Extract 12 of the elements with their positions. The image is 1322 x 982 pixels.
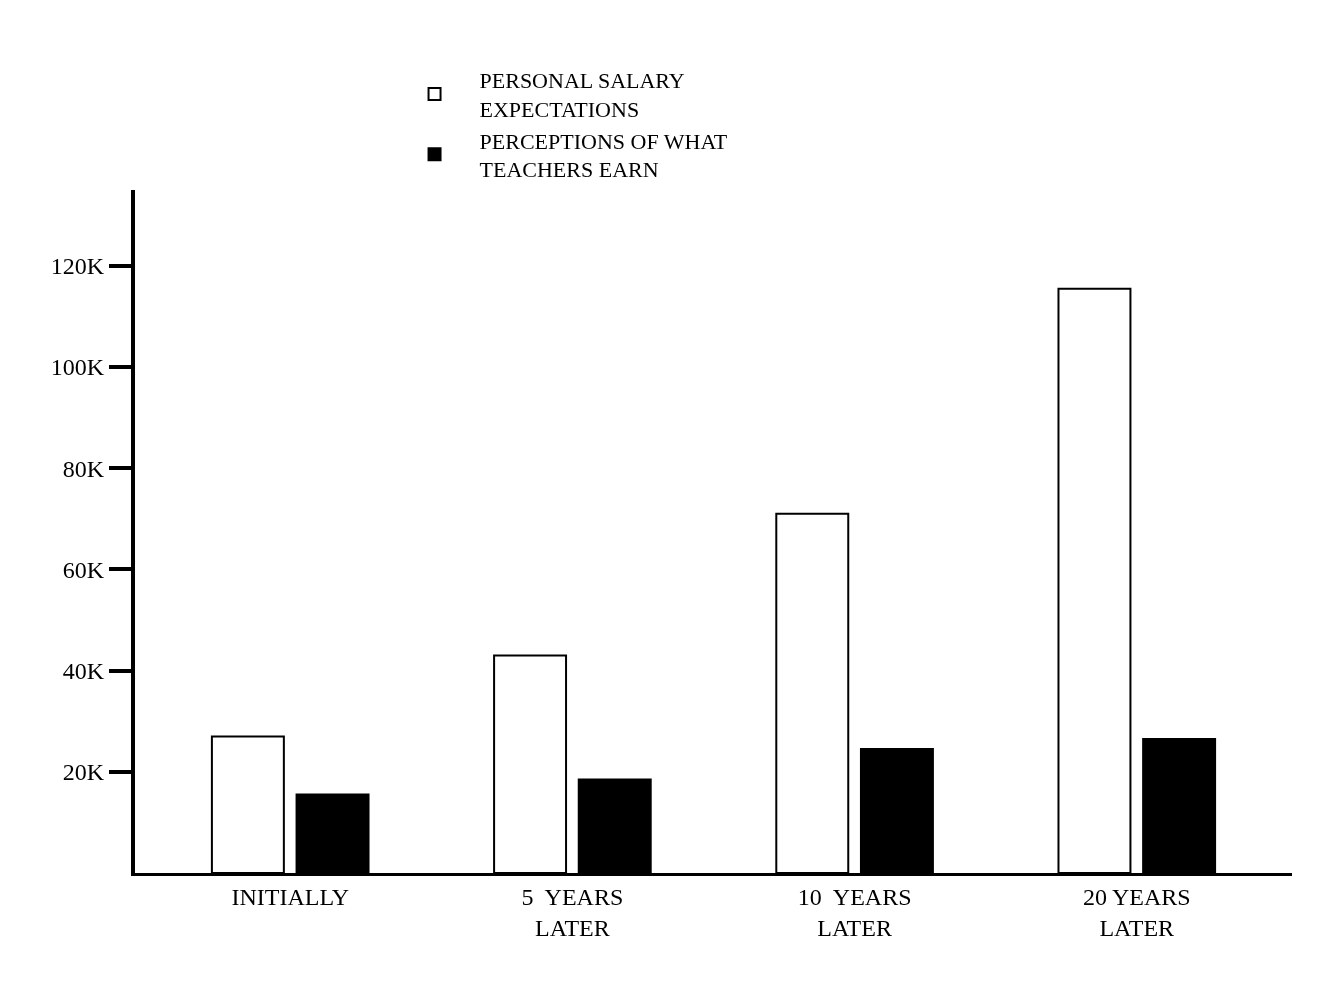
x-tick-label: 10 YEARS LATER: [797, 883, 912, 941]
x-tick-label: INITIALLY: [231, 883, 349, 910]
legend-label: PERSONAL SALARY EXPECTATIONS: [479, 68, 685, 122]
y-tick-label: 40K: [62, 658, 105, 685]
y-tick-label: 80K: [62, 455, 105, 482]
y-tick-label: 60K: [62, 556, 105, 583]
y-tick-label: 100K: [50, 354, 105, 381]
legend-label: PERCEPTIONS OF WHAT TEACHERS EARN: [479, 128, 728, 183]
x-tick-label: 5 YEARS LATER: [521, 883, 624, 941]
y-tick-label: 20K: [62, 759, 105, 786]
y-tick-label: 120K: [50, 253, 105, 280]
x-tick-label: 20 YEARS LATER: [1082, 883, 1191, 941]
